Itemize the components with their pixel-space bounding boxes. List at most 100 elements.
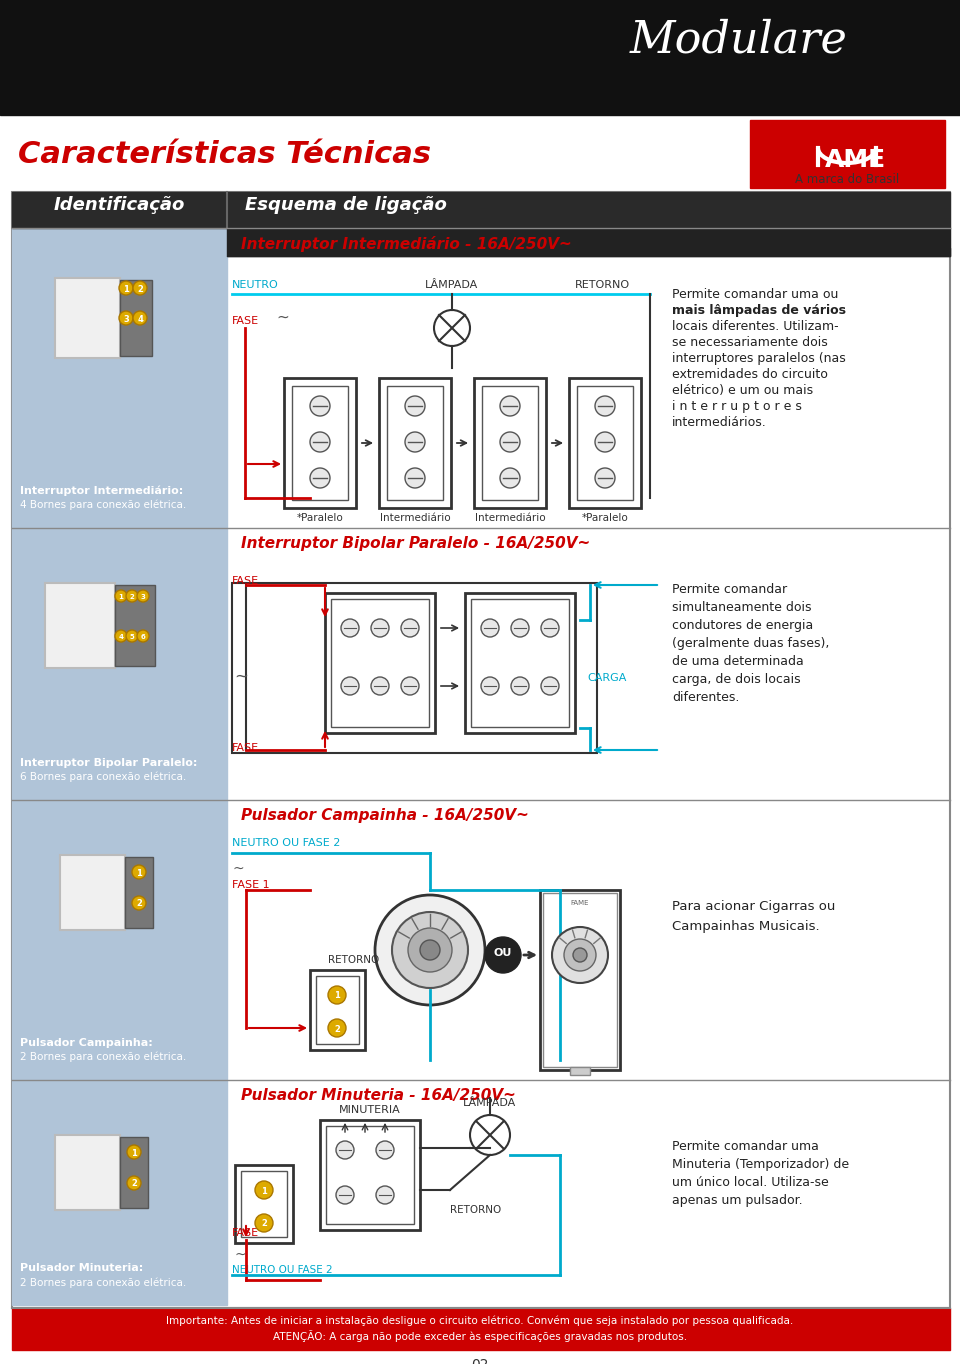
Text: Pulsador Campainha:: Pulsador Campainha: xyxy=(20,1038,153,1048)
Circle shape xyxy=(376,1142,394,1159)
Bar xyxy=(379,378,451,507)
Circle shape xyxy=(336,1187,354,1204)
Bar xyxy=(60,855,125,930)
Circle shape xyxy=(405,432,425,451)
Bar xyxy=(12,801,227,1080)
Text: 2: 2 xyxy=(136,899,142,908)
Text: Permite comandar uma: Permite comandar uma xyxy=(672,1140,819,1153)
Bar xyxy=(540,889,620,1069)
Text: 3: 3 xyxy=(123,315,129,323)
Circle shape xyxy=(481,677,499,696)
Bar xyxy=(241,1172,287,1237)
Text: Minuteria (Temporizador) de: Minuteria (Temporizador) de xyxy=(672,1158,850,1172)
Text: FAME: FAME xyxy=(570,900,588,906)
Bar xyxy=(284,378,356,507)
Circle shape xyxy=(376,1187,394,1204)
Text: 4: 4 xyxy=(137,315,143,323)
Circle shape xyxy=(573,948,587,962)
Circle shape xyxy=(119,311,133,325)
Text: FASE 1: FASE 1 xyxy=(232,880,270,889)
Circle shape xyxy=(595,396,615,416)
Text: NEUTRO OU FASE 2: NEUTRO OU FASE 2 xyxy=(232,837,341,848)
Circle shape xyxy=(126,630,138,642)
Text: 2 Bornes para conexão elétrica.: 2 Bornes para conexão elétrica. xyxy=(20,1277,186,1288)
Text: extremidades do circuito: extremidades do circuito xyxy=(672,368,828,381)
Bar xyxy=(55,1135,120,1210)
Bar xyxy=(0,0,960,115)
Circle shape xyxy=(392,913,468,988)
Circle shape xyxy=(127,1144,141,1159)
Circle shape xyxy=(310,432,330,451)
Text: 2: 2 xyxy=(132,1180,137,1188)
Text: interruptores paralelos (nas: interruptores paralelos (nas xyxy=(672,352,846,366)
Circle shape xyxy=(126,591,138,602)
Circle shape xyxy=(500,468,520,488)
Text: simultaneamente dois: simultaneamente dois xyxy=(672,602,811,614)
Text: 2: 2 xyxy=(137,285,143,293)
Text: 02: 02 xyxy=(471,1359,489,1364)
Text: 2: 2 xyxy=(130,593,134,600)
Circle shape xyxy=(375,895,485,1005)
Text: Intermediário: Intermediário xyxy=(474,513,545,522)
Text: Características Técnicas: Características Técnicas xyxy=(18,140,431,169)
Circle shape xyxy=(595,432,615,451)
Text: OU: OU xyxy=(493,948,513,958)
Text: intermediários.: intermediários. xyxy=(672,416,767,430)
Circle shape xyxy=(434,310,470,346)
Text: Importante: Antes de iniciar a instalação desligue o circuito elétrico. Convém q: Importante: Antes de iniciar a instalaçã… xyxy=(166,1316,794,1327)
Text: 1: 1 xyxy=(123,285,129,293)
Bar xyxy=(55,278,120,357)
Circle shape xyxy=(552,928,608,983)
Bar xyxy=(387,386,443,501)
Text: 1: 1 xyxy=(261,1187,267,1195)
Circle shape xyxy=(401,677,419,696)
Text: 1: 1 xyxy=(334,992,340,1001)
Text: FASE: FASE xyxy=(232,576,259,587)
Text: Campainhas Musicais.: Campainhas Musicais. xyxy=(672,919,820,933)
Text: FASE: FASE xyxy=(232,316,259,326)
Circle shape xyxy=(137,591,149,602)
Bar xyxy=(325,593,435,732)
Bar xyxy=(760,127,935,179)
Text: apenas um pulsador.: apenas um pulsador. xyxy=(672,1194,803,1207)
Bar xyxy=(12,1308,950,1350)
Text: Intermediário: Intermediário xyxy=(380,513,450,522)
Text: 2: 2 xyxy=(261,1219,267,1229)
Circle shape xyxy=(371,677,389,696)
Text: ATENÇÃO: A carga não pode exceder às especificações gravadas nos produtos.: ATENÇÃO: A carga não pode exceder às esp… xyxy=(273,1330,687,1342)
Text: ~: ~ xyxy=(235,1248,247,1262)
Text: mais lâmpadas de vários: mais lâmpadas de vários xyxy=(672,304,846,316)
Bar xyxy=(12,228,227,528)
Bar xyxy=(12,528,227,801)
Circle shape xyxy=(595,468,615,488)
Bar xyxy=(474,378,546,507)
Circle shape xyxy=(420,940,440,960)
Circle shape xyxy=(371,619,389,637)
Circle shape xyxy=(500,432,520,451)
Text: de uma determinada: de uma determinada xyxy=(672,655,804,668)
Circle shape xyxy=(255,1181,273,1199)
Circle shape xyxy=(541,677,559,696)
Bar xyxy=(12,192,950,228)
Bar xyxy=(320,1120,420,1230)
Text: LÂMPADA: LÂMPADA xyxy=(464,1098,516,1108)
Circle shape xyxy=(133,281,147,295)
Text: FASE: FASE xyxy=(232,743,259,753)
Bar xyxy=(331,599,429,727)
Text: 3: 3 xyxy=(140,593,145,600)
Text: i n t e r r u p t o r e s: i n t e r r u p t o r e s xyxy=(672,400,802,413)
Bar xyxy=(125,857,153,928)
Bar xyxy=(326,1127,414,1224)
Text: se necessariamente dois: se necessariamente dois xyxy=(672,336,828,349)
Text: A marca do Brasil: A marca do Brasil xyxy=(795,173,900,186)
Text: Identificação: Identificação xyxy=(54,196,185,214)
Text: NEUTRO OU FASE 2: NEUTRO OU FASE 2 xyxy=(232,1264,332,1275)
Bar xyxy=(569,378,641,507)
Text: 6 Bornes para conexão elétrica.: 6 Bornes para conexão elétrica. xyxy=(20,772,186,783)
Bar xyxy=(310,970,365,1050)
Text: Esquema de ligação: Esquema de ligação xyxy=(245,196,446,214)
Circle shape xyxy=(115,630,127,642)
Text: elétrico) e um ou mais: elétrico) e um ou mais xyxy=(672,385,813,397)
Text: Interruptor Bipolar Paralelo:: Interruptor Bipolar Paralelo: xyxy=(20,758,198,768)
Bar xyxy=(235,1165,293,1243)
